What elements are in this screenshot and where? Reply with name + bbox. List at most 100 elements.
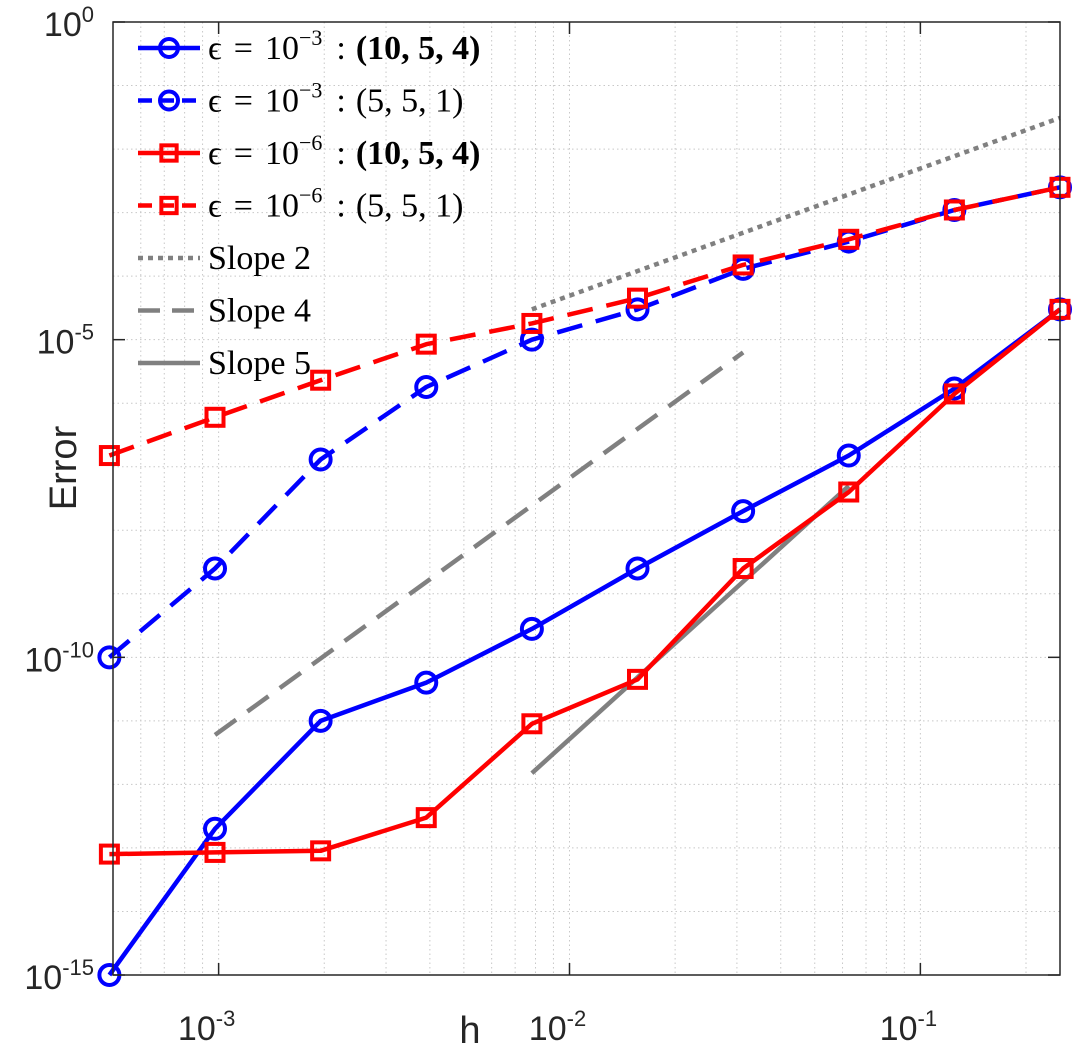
eps1e-3-plain-point — [625, 297, 650, 322]
x-tick-label-base: 10 — [880, 1010, 918, 1048]
legend-exponent: −3 — [299, 78, 322, 103]
eps1e-3-bold-point — [203, 816, 228, 841]
y-tick-label: 100 — [44, 2, 94, 44]
legend-entry: ϵ = 10−3: (5, 5, 1) — [138, 78, 463, 120]
eps1e-3-bold-point — [836, 443, 861, 468]
legend-colon: : — [336, 135, 345, 172]
eps1e-6-bold-line — [109, 307, 1062, 857]
y-tick-label: 10-5 — [37, 320, 94, 362]
legend-epsilon: ϵ — [208, 188, 222, 225]
legend-entry: Slope 5 — [138, 345, 311, 382]
legend-colon: : — [336, 83, 345, 120]
eps1e-3-plain-point — [414, 374, 439, 399]
eps1e-6-plain-point — [627, 287, 649, 309]
legend-tuple: (10, 5, 4) — [356, 135, 481, 172]
legend-exponent: −3 — [299, 25, 322, 50]
eps1e-3-bold-point — [731, 499, 756, 524]
legend-base: 10 — [265, 188, 299, 225]
legend-equals: = — [234, 188, 253, 225]
legend-entry: Slope 2 — [138, 240, 311, 277]
x-tick-label-exponent: -2 — [567, 1006, 587, 1031]
eps1e-6-bold-point — [838, 481, 860, 503]
y-tick-label-exponent: -15 — [62, 955, 94, 980]
legend-label: ϵ = 10−6: (10, 5, 4) — [208, 130, 480, 172]
legend-equals: = — [234, 30, 253, 67]
eps1e-3-bold-point — [625, 556, 650, 581]
y-axis-label: Error — [43, 425, 85, 510]
eps1e-3-plain-line — [107, 185, 1061, 660]
legend-exponent: −6 — [299, 130, 322, 155]
legend-label: Slope 4 — [208, 293, 311, 330]
eps1e-3-bold-point — [519, 616, 544, 641]
x-tick-label: 10-1 — [880, 1006, 937, 1048]
legend-entry: ϵ = 10−6: (5, 5, 1) — [138, 183, 463, 225]
legend-colon: : — [336, 188, 345, 225]
legend-colon: : — [336, 30, 345, 67]
eps1e-3-bold-point — [308, 708, 333, 733]
slope-2-line — [531, 115, 1061, 312]
eps1e-6-plain-point — [204, 406, 226, 428]
legend-label: Slope 5 — [208, 345, 311, 382]
eps1e-6-plain-point — [98, 445, 120, 467]
eps1e-6-plain-point — [732, 254, 754, 276]
x-tick-label-base: 10 — [178, 1010, 216, 1048]
x-tick-label-exponent: -3 — [216, 1006, 236, 1031]
eps1e-6-bold-point — [943, 383, 965, 405]
y-tick-label-exponent: -10 — [62, 637, 94, 662]
legend-label: Slope 2 — [208, 240, 311, 277]
legend-epsilon: ϵ — [208, 83, 222, 120]
eps1e-3-bold-line — [107, 307, 1062, 977]
legend-marker-sample — [158, 37, 180, 59]
legend-base: 10 — [265, 30, 299, 67]
y-tick-label-base: 10 — [24, 959, 62, 997]
y-tick-label-base: 10 — [24, 641, 62, 679]
eps1e-3-bold-point — [414, 670, 439, 695]
legend-base: 10 — [265, 83, 299, 120]
eps1e-6-bold-point — [732, 558, 754, 580]
eps1e-6-bold-point — [204, 841, 226, 863]
y-tick-label: 10-15 — [24, 955, 94, 997]
reference-lines — [213, 115, 1061, 775]
y-tick-label-base: 10 — [44, 6, 82, 44]
legend-exponent: −6 — [299, 183, 322, 208]
legend-equals: = — [234, 83, 253, 120]
legend-marker-sample — [159, 195, 179, 216]
legend-label: ϵ = 10−6: (5, 5, 1) — [208, 183, 463, 225]
legend-marker-sample — [158, 89, 180, 112]
legend-label: ϵ = 10−3: (10, 5, 4) — [208, 25, 480, 67]
legend-epsilon: ϵ — [208, 30, 222, 67]
legend-entry: ϵ = 10−3: (10, 5, 4) — [138, 25, 480, 67]
x-tick-label-base: 10 — [529, 1010, 567, 1048]
legend-entry: ϵ = 10−6: (10, 5, 4) — [138, 130, 480, 172]
eps1e-6-bold-point — [415, 807, 437, 829]
y-tick-label: 10-10 — [24, 637, 94, 679]
eps1e-3-plain-point — [519, 327, 544, 352]
legend-base: 10 — [265, 135, 299, 172]
eps1e-6-plain-point — [943, 199, 965, 221]
legend-tuple: (5, 5, 1) — [356, 83, 464, 120]
eps1e-3-plain-point — [203, 556, 228, 581]
y-tick-label-base: 10 — [37, 324, 75, 362]
legend: ϵ = 10−3: (10, 5, 4)ϵ = 10−3: (5, 5, 1)ϵ = 10−6:… — [138, 25, 480, 382]
legend-epsilon: ϵ — [208, 135, 222, 172]
x-tick-label: 10-3 — [178, 1006, 235, 1048]
eps1e-6-bold-point — [310, 840, 332, 862]
eps1e-6-bold-series — [98, 298, 1071, 865]
eps1e-6-plain-point — [838, 228, 860, 250]
x-tick-label-exponent: -1 — [918, 1006, 938, 1031]
legend-tuple: (10, 5, 4) — [356, 30, 481, 67]
y-tick-label-exponent: -5 — [74, 320, 94, 345]
slope-5-line — [530, 484, 851, 775]
eps1e-6-plain-series — [98, 176, 1071, 467]
eps1e-6-plain-point — [521, 312, 543, 334]
eps1e-3-plain-point — [308, 447, 333, 472]
x-tick-label: 10-2 — [529, 1006, 586, 1048]
legend-equals: = — [234, 135, 253, 172]
eps1e-6-plain-point — [415, 333, 437, 355]
eps1e-6-plain-line — [108, 185, 1061, 458]
legend-label: ϵ = 10−3: (5, 5, 1) — [208, 78, 463, 120]
legend-tuple: (5, 5, 1) — [356, 188, 464, 225]
y-tick-label-exponent: 0 — [82, 2, 94, 27]
